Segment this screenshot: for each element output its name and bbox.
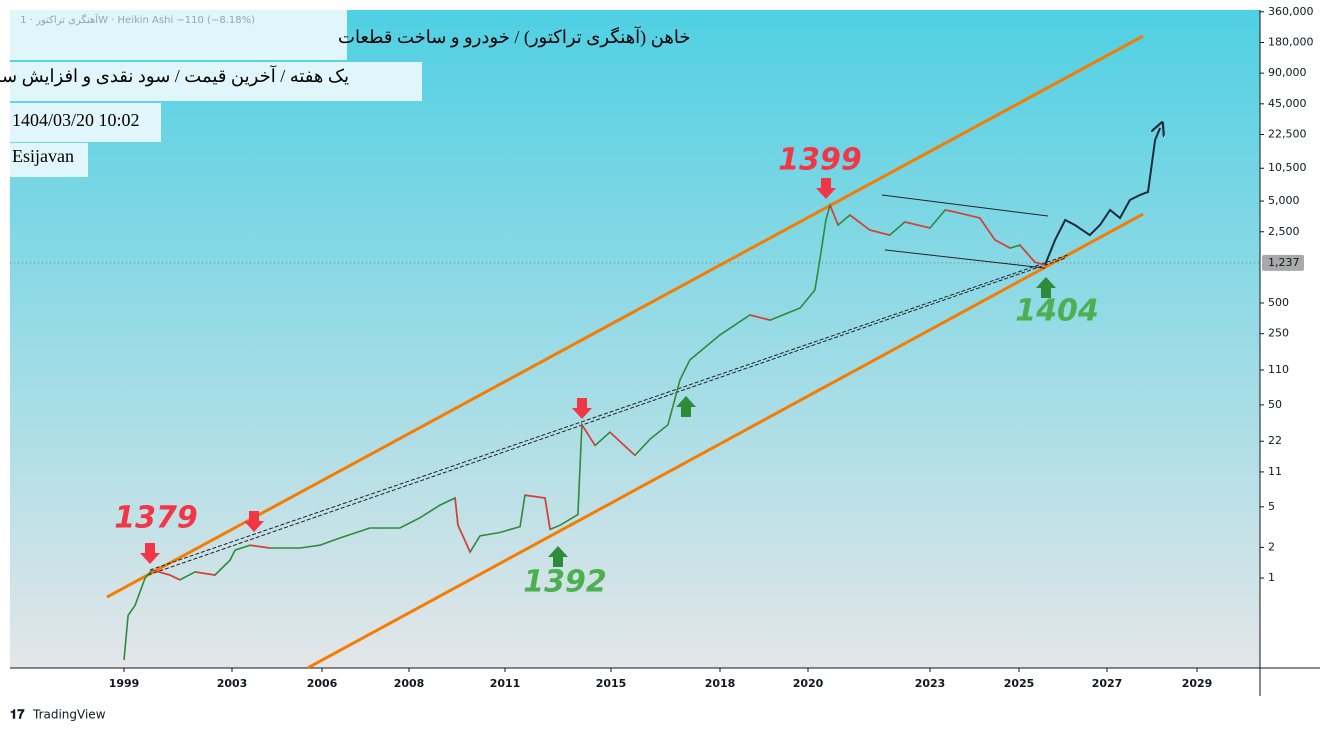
y-tick-label: 90,000: [1268, 66, 1307, 79]
y-tick-label: 50: [1268, 398, 1282, 411]
y-tick-label: 5: [1268, 500, 1275, 513]
y-tick-label: 110: [1268, 363, 1289, 376]
x-tick-label: 2020: [793, 677, 824, 690]
y-tick-label: 2,500: [1268, 225, 1300, 238]
y-tick-label: 22,500: [1268, 128, 1307, 141]
last-price-label: 1,237: [1268, 256, 1300, 269]
annotation: 1379: [114, 501, 198, 536]
arrow-down: [816, 178, 836, 199]
y-axis-panel: [1260, 10, 1320, 696]
y-tick-label: 11: [1268, 465, 1282, 478]
price-segment-down: [869, 229, 890, 236]
plot-background: [10, 10, 1260, 668]
price-segment-down: [749, 314, 771, 321]
trend-line: [881, 194, 1049, 217]
price-segment-down: [829, 204, 839, 226]
x-tick-label: 2006: [307, 677, 338, 690]
x-tick-label: 2008: [394, 677, 425, 690]
x-tick-label: 1999: [109, 677, 140, 690]
header-author: Esijavan: [12, 146, 74, 166]
x-tick-label: 2023: [915, 677, 946, 690]
price-segment-down: [454, 497, 459, 526]
arrow-down: [140, 543, 160, 564]
header-date: 1404/03/20 10:02: [12, 110, 140, 130]
logo: 𝟏𝟕: [10, 708, 25, 723]
trend-line: [306, 212, 1144, 668]
y-tick-label: 500: [1268, 296, 1289, 309]
y-tick-label: 360,000: [1268, 5, 1314, 18]
annotation: 1399: [778, 143, 862, 178]
price-segment-down: [849, 214, 871, 231]
price-segment-down: [904, 221, 931, 229]
y-tick-label: 5,000: [1268, 194, 1300, 207]
x-tick-label: 2029: [1182, 677, 1213, 690]
arrow-up: [548, 546, 568, 567]
price-segment-down: [544, 497, 551, 530]
annotation: 1392: [523, 565, 607, 600]
y-tick-label: 22: [1268, 434, 1282, 447]
price-segment-down: [249, 544, 271, 549]
header-subtitle: یک هفته / آخرین قیمت / سود نقدی و افزایش…: [0, 65, 349, 87]
price-segment-down: [194, 571, 216, 576]
x-tick-label: 2015: [596, 677, 627, 690]
header: آهنگری تراکتور · 1W · Heikin Ashi −110 (…: [0, 10, 691, 177]
price-segment-down: [1019, 244, 1036, 263]
y-tick-label: 1: [1268, 571, 1275, 584]
annotation: 1404: [1015, 294, 1099, 329]
price-segment-down: [457, 524, 471, 553]
last-price-box: [1262, 254, 1304, 271]
price-segment-down: [994, 239, 1011, 249]
price-segment-down: [1034, 261, 1046, 266]
arrow-up: [676, 396, 696, 417]
watermark: TradingView: [32, 708, 106, 722]
price-segment-down: [151, 569, 171, 576]
price-segment-down: [979, 217, 996, 241]
header-box: [10, 143, 88, 177]
price-segment-down: [954, 211, 981, 219]
price-segment-down: [581, 424, 596, 446]
price-segment-down: [524, 494, 546, 499]
plot: [10, 34, 1260, 668]
y-tick-label: 180,000: [1268, 35, 1314, 48]
arrow-up: [1036, 277, 1056, 298]
x-tick-label: 2027: [1092, 677, 1123, 690]
y-tick-label: 10,500: [1268, 161, 1307, 174]
price-segment-down: [609, 431, 636, 456]
price-segment-down: [944, 209, 956, 213]
symbol-line: آهنگری تراکتور · 1W · Heikin Ashi −110 (…: [20, 13, 255, 26]
y-tick-label: 45,000: [1268, 97, 1307, 110]
y-tick-label: 2: [1268, 540, 1275, 553]
header-title: خاهن (آهنگری تراکتور) / خودرو و ساخت قطع…: [338, 26, 691, 48]
projection-line: [1044, 128, 1160, 266]
arrow-down: [244, 511, 264, 532]
x-tick-label: 2025: [1004, 677, 1035, 690]
x-tick-label: 2003: [217, 677, 248, 690]
price-segment-down: [169, 574, 181, 581]
trend-line: [884, 249, 1046, 269]
x-tick-label: 2018: [705, 677, 736, 690]
arrow-down: [572, 398, 592, 419]
header-box: [10, 62, 422, 101]
x-tick-label: 2011: [490, 677, 521, 690]
header-box: [10, 103, 161, 142]
trend-line: [106, 34, 1144, 599]
header-box: [10, 10, 347, 60]
y-tick-label: 250: [1268, 327, 1289, 340]
